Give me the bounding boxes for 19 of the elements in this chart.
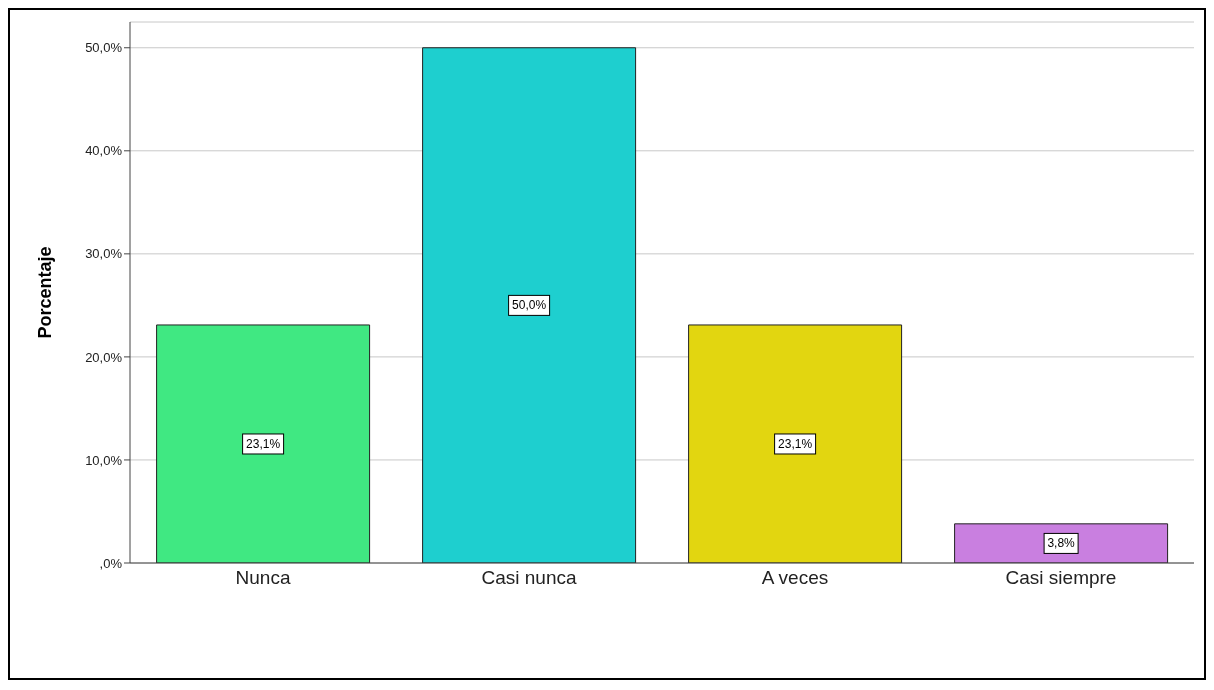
x-tick-label: A veces (761, 567, 829, 589)
y-tick-label: 30,0% (85, 246, 123, 262)
x-tick-label: Nunca (235, 567, 291, 589)
y-tick-label: 50,0% (85, 40, 123, 56)
y-tick-label: 40,0% (85, 143, 123, 159)
x-tick-label: Casi nunca (481, 567, 577, 589)
data-label: 3,8% (1047, 536, 1076, 551)
data-label: 50,0% (512, 298, 547, 313)
data-label: 23,1% (246, 436, 281, 451)
bar (422, 47, 637, 563)
bar (156, 324, 371, 563)
data-label: 23,1% (778, 436, 813, 451)
bar (954, 523, 1169, 563)
x-tick-label: Casi siempre (1005, 567, 1117, 589)
y-tick-label: 20,0% (85, 349, 123, 365)
bar (688, 324, 903, 563)
y-tick-label: ,0% (99, 555, 123, 571)
y-axis-title: Porcentaje (35, 246, 56, 339)
y-tick-label: 10,0% (85, 452, 123, 468)
